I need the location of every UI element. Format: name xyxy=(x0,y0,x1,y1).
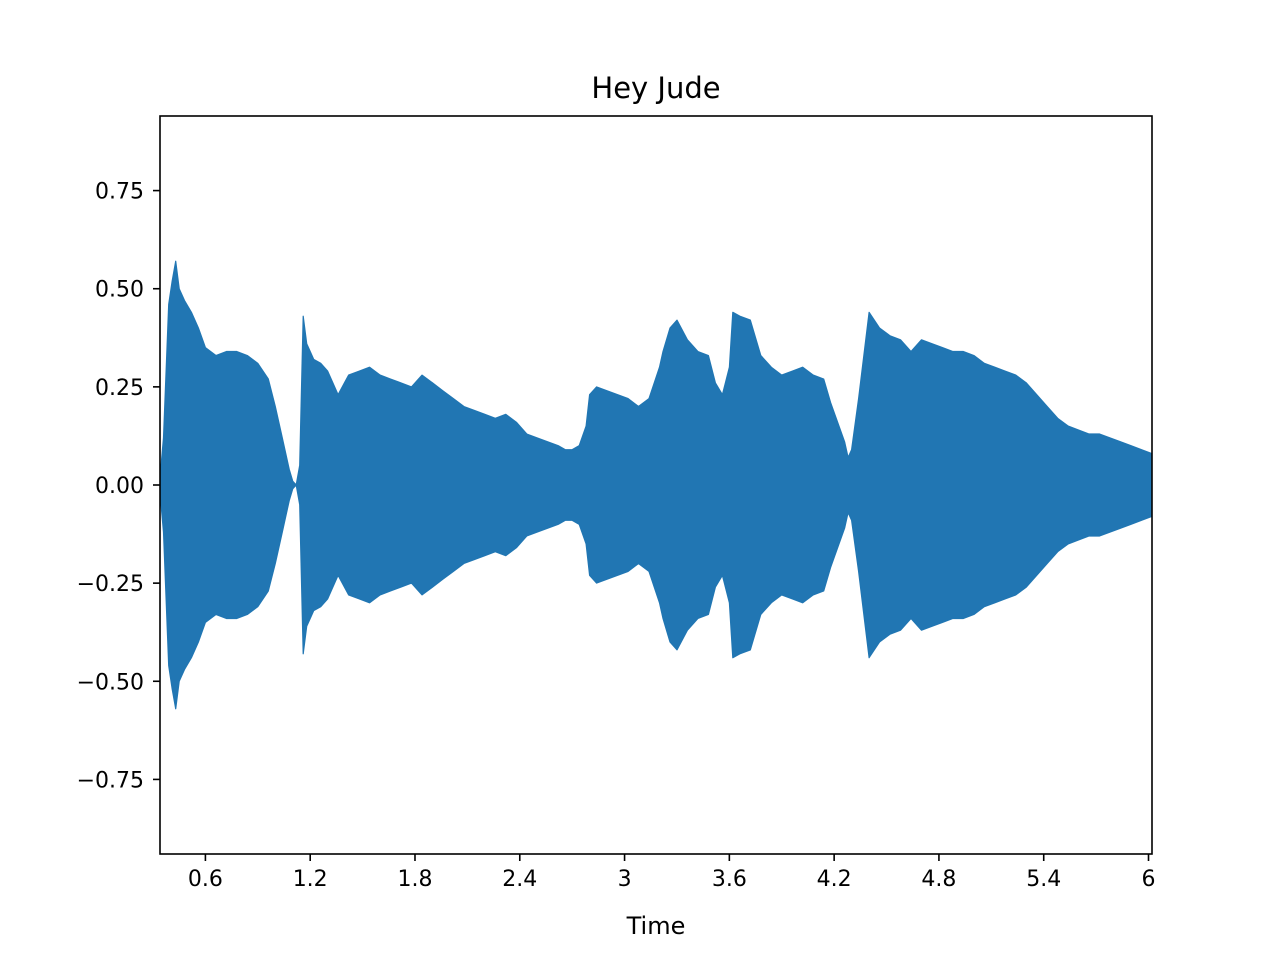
x-tick-label: 2.4 xyxy=(502,867,537,892)
x-tick-label: 0.6 xyxy=(188,867,223,892)
y-tick-label: −0.75 xyxy=(77,768,144,793)
y-tick-label: 0.00 xyxy=(95,474,144,499)
waveform-group xyxy=(160,260,1152,710)
x-tick-label: 3 xyxy=(618,867,632,892)
chart-title: Hey Jude xyxy=(591,71,720,105)
x-axis: 0.6 1.2 1.8 2.4 3 3.6 4.2 4.8 5.4 6 xyxy=(188,854,1156,892)
x-tick-label: 1.2 xyxy=(293,867,328,892)
x-tick-label: 3.6 xyxy=(712,867,747,892)
x-tick-label: 4.2 xyxy=(817,867,852,892)
waveform-envelope-0 xyxy=(160,260,1152,710)
y-tick-label: 0.50 xyxy=(95,278,144,303)
x-tick-label: 4.8 xyxy=(921,867,956,892)
x-tick-label: 6 xyxy=(1142,867,1156,892)
y-tick-label: −0.50 xyxy=(77,670,144,695)
x-axis-label: Time xyxy=(626,912,686,940)
x-tick-label: 5.4 xyxy=(1026,867,1061,892)
y-tick-label: −0.25 xyxy=(77,572,144,597)
y-axis: 0.75 0.50 0.25 0.00 −0.25 −0.50 −0.75 xyxy=(77,180,160,793)
y-tick-label: 0.25 xyxy=(95,376,144,401)
y-tick-label: 0.75 xyxy=(95,180,144,205)
x-tick-label: 1.8 xyxy=(397,867,432,892)
